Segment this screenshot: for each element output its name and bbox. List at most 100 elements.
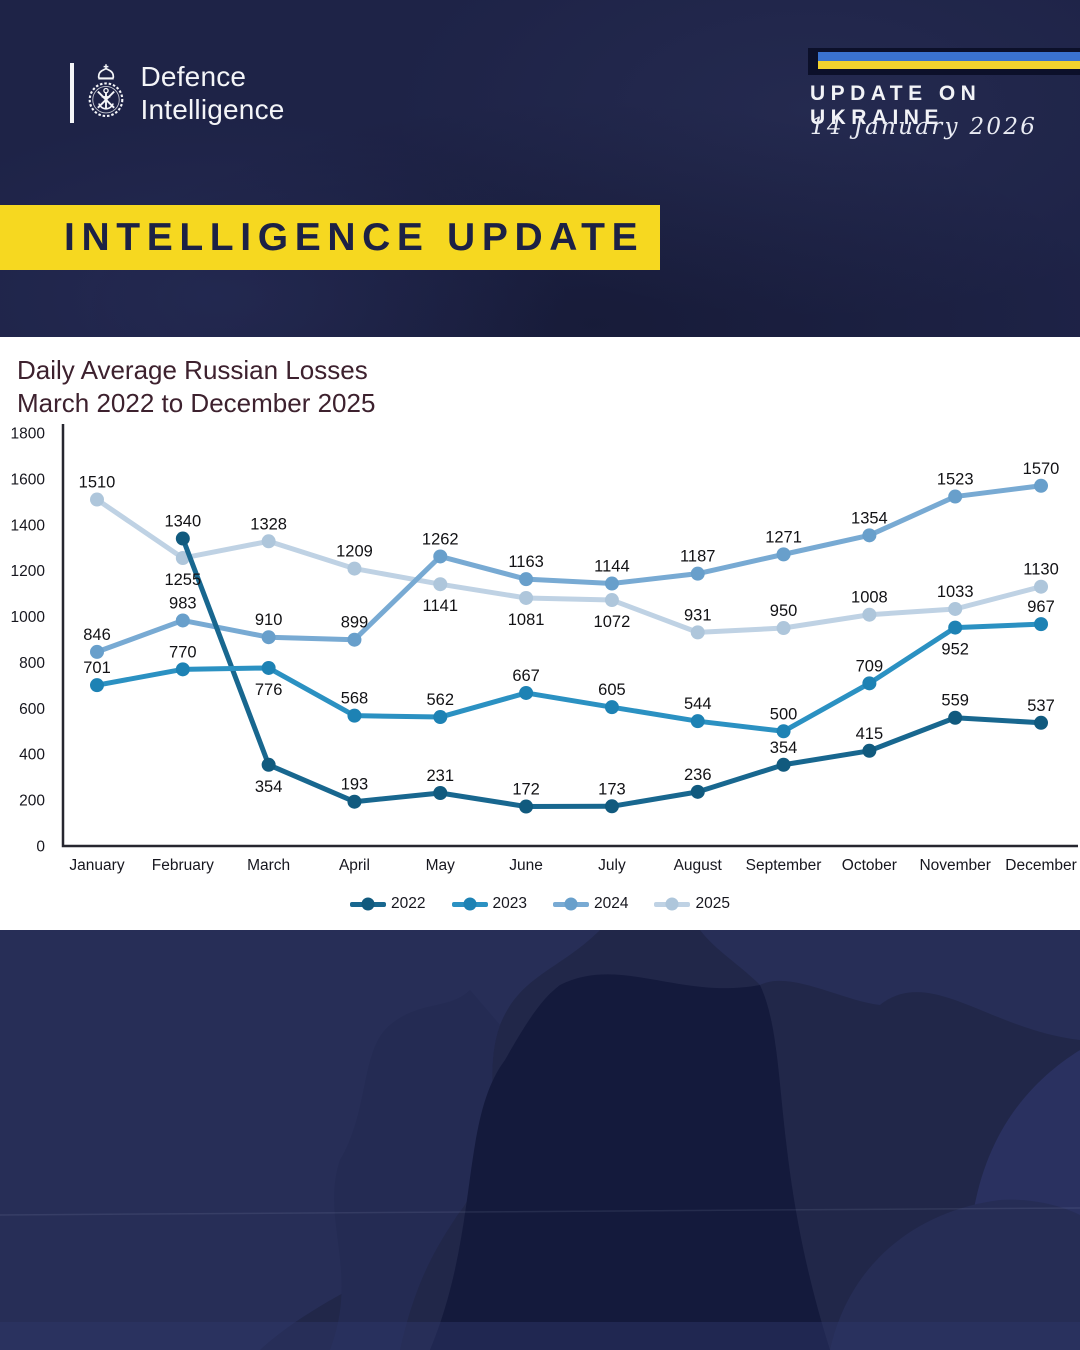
svg-text:1187: 1187 <box>680 548 715 566</box>
svg-text:899: 899 <box>341 614 369 632</box>
svg-text:1000: 1000 <box>11 609 46 626</box>
legend-swatch-2022 <box>350 897 387 911</box>
svg-text:173: 173 <box>598 780 626 798</box>
svg-text:1510: 1510 <box>79 474 116 492</box>
svg-text:1600: 1600 <box>11 471 46 488</box>
legend-item-2023: 2023 <box>451 895 527 913</box>
svg-text:October: October <box>842 857 897 874</box>
ukraine-flag-icon <box>808 48 1080 75</box>
legend-item-2025: 2025 <box>654 895 730 913</box>
svg-text:193: 193 <box>341 776 369 794</box>
legend-item-2022: 2022 <box>350 895 426 913</box>
chart-title-line2: March 2022 to December 2025 <box>17 388 376 418</box>
logo-line2: Intelligence <box>140 94 285 125</box>
legend-label-2024: 2024 <box>594 895 629 912</box>
svg-text:1072: 1072 <box>594 613 631 631</box>
svg-text:1271: 1271 <box>765 528 802 546</box>
svg-text:1141: 1141 <box>423 597 458 615</box>
svg-text:1328: 1328 <box>250 515 287 533</box>
svg-text:1354: 1354 <box>851 509 888 527</box>
svg-text:952: 952 <box>941 641 969 659</box>
svg-text:931: 931 <box>684 606 712 624</box>
svg-text:1800: 1800 <box>11 426 46 443</box>
svg-text:September: September <box>746 857 822 874</box>
chart-title: Daily Average Russian Losses March 2022 … <box>17 354 375 420</box>
logo-divider <box>70 63 74 123</box>
svg-text:667: 667 <box>512 667 540 685</box>
svg-text:910: 910 <box>255 611 283 629</box>
svg-text:983: 983 <box>169 594 197 612</box>
svg-text:August: August <box>674 857 723 874</box>
update-date: 14 January 2026 <box>810 114 1038 140</box>
banner-title: INTELLIGENCE UPDATE <box>64 215 645 259</box>
svg-text:1200: 1200 <box>11 563 46 580</box>
svg-text:967: 967 <box>1027 598 1055 616</box>
svg-text:1130: 1130 <box>1023 561 1058 579</box>
logo-text: Defence Intelligence <box>141 60 285 126</box>
update-on-ukraine-label: UPDATE ON UKRAINE <box>810 82 982 129</box>
legend-label-2025: 2025 <box>695 895 730 912</box>
svg-text:354: 354 <box>255 778 283 796</box>
svg-text:June: June <box>509 857 543 874</box>
logo-line1: Defence <box>140 61 247 92</box>
legend-swatch-2023 <box>451 897 488 911</box>
svg-text:0: 0 <box>36 839 45 856</box>
svg-text:1340: 1340 <box>164 513 201 531</box>
svg-text:354: 354 <box>770 739 798 757</box>
intelligence-update-banner: INTELLIGENCE UPDATE <box>0 205 660 270</box>
svg-text:709: 709 <box>856 657 884 675</box>
svg-text:July: July <box>598 857 626 874</box>
chart-legend: 2022 2023 2024 2025 <box>0 895 1080 913</box>
svg-text:1262: 1262 <box>422 530 459 548</box>
legend-swatch-2025 <box>654 897 691 911</box>
svg-text:1209: 1209 <box>336 543 373 561</box>
svg-text:1163: 1163 <box>508 553 543 571</box>
svg-text:537: 537 <box>1027 697 1055 715</box>
svg-text:1081: 1081 <box>508 611 545 629</box>
svg-text:500: 500 <box>770 705 798 723</box>
chart-panel: Daily Average Russian Losses March 2022 … <box>0 337 1080 930</box>
svg-text:568: 568 <box>341 690 369 708</box>
svg-text:1033: 1033 <box>937 583 974 601</box>
legend-label-2023: 2023 <box>492 895 527 912</box>
svg-text:1008: 1008 <box>851 589 888 607</box>
svg-text:1255: 1255 <box>164 571 201 589</box>
svg-text:600: 600 <box>19 701 45 718</box>
svg-text:231: 231 <box>427 767 455 785</box>
svg-text:800: 800 <box>19 655 45 672</box>
svg-text:776: 776 <box>255 681 283 699</box>
svg-text:1400: 1400 <box>11 517 46 534</box>
defence-intelligence-logo: Defence Intelligence <box>70 60 285 126</box>
svg-text:March: March <box>247 857 290 874</box>
svg-text:172: 172 <box>512 781 540 799</box>
svg-text:December: December <box>1005 857 1077 874</box>
svg-text:605: 605 <box>598 681 626 699</box>
svg-text:400: 400 <box>19 747 45 764</box>
svg-text:May: May <box>426 857 456 874</box>
svg-text:701: 701 <box>83 659 111 677</box>
svg-text:236: 236 <box>684 766 712 784</box>
svg-text:200: 200 <box>19 793 45 810</box>
chart-title-line1: Daily Average Russian Losses <box>17 355 368 385</box>
svg-text:415: 415 <box>856 725 884 743</box>
svg-text:1570: 1570 <box>1023 460 1060 478</box>
legend-label-2022: 2022 <box>391 895 426 912</box>
svg-text:1523: 1523 <box>937 471 974 489</box>
svg-text:January: January <box>69 857 124 874</box>
svg-text:544: 544 <box>684 695 712 713</box>
svg-text:1144: 1144 <box>594 558 629 576</box>
legend-swatch-2024 <box>553 897 589 911</box>
black-sea-map-image <box>0 930 1080 1350</box>
svg-text:February: February <box>152 857 214 874</box>
mod-crest-icon <box>88 64 123 118</box>
svg-text:950: 950 <box>770 602 798 620</box>
svg-text:April: April <box>339 857 370 874</box>
svg-text:559: 559 <box>941 692 969 710</box>
svg-text:846: 846 <box>83 626 111 644</box>
loss-line-chart: 0 200 400 600 800 1000 1200 1400 1600 1800 January… <box>11 424 1078 874</box>
svg-text:November: November <box>919 857 991 874</box>
svg-text:562: 562 <box>427 691 455 709</box>
legend-item-2024: 2024 <box>553 895 628 913</box>
svg-text:770: 770 <box>169 643 197 661</box>
